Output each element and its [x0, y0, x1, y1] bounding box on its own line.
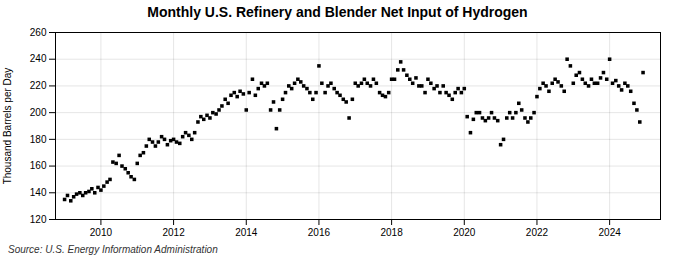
svg-text:260: 260	[30, 27, 47, 38]
svg-text:2010: 2010	[90, 227, 113, 238]
svg-text:120: 120	[30, 214, 47, 225]
svg-text:2022: 2022	[526, 227, 549, 238]
svg-text:180: 180	[30, 134, 47, 145]
svg-text:2020: 2020	[453, 227, 476, 238]
svg-text:2018: 2018	[380, 227, 403, 238]
svg-text:160: 160	[30, 160, 47, 171]
svg-text:2016: 2016	[308, 227, 331, 238]
svg-text:140: 140	[30, 187, 47, 198]
svg-text:220: 220	[30, 80, 47, 91]
svg-text:2024: 2024	[599, 227, 622, 238]
html-text:Monthly U.S. Refinery and Blen: Monthly U.S. Refinery and Blender Net In…	[147, 4, 528, 20]
svg-text:Thousand Barrels per Day: Thousand Barrels per Day	[2, 68, 13, 185]
svg-text:240: 240	[30, 53, 47, 64]
html-text:Source: U.S. Energy Informatio: Source: U.S. Energy Information Administ…	[8, 244, 218, 255]
svg-text:2012: 2012	[162, 227, 185, 238]
svg-text:2014: 2014	[235, 227, 258, 238]
svg-text:200: 200	[30, 107, 47, 118]
